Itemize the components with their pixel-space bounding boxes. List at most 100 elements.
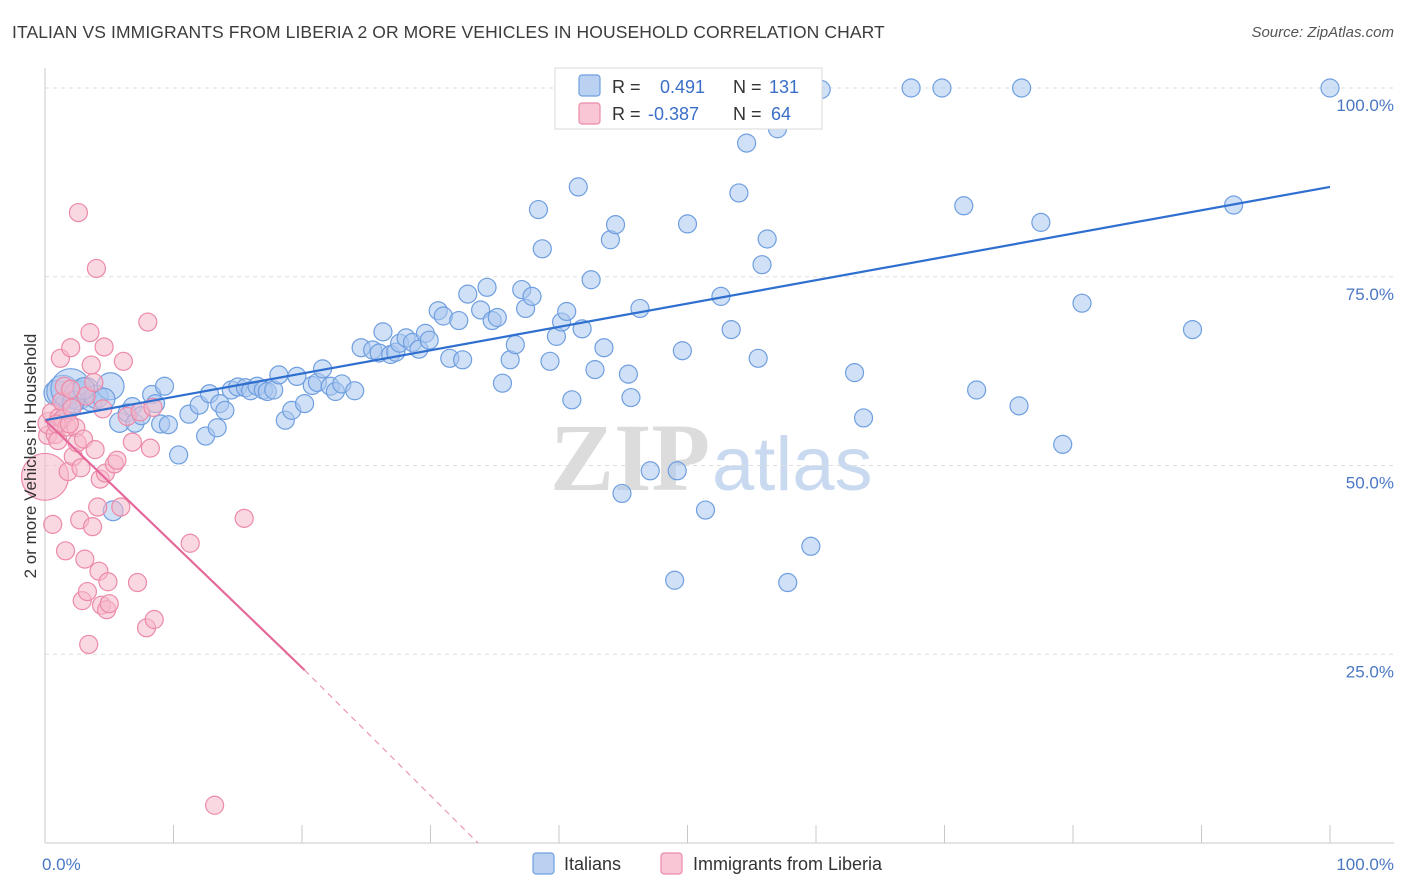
italians-point	[721, 320, 741, 340]
legend-r-value-pink: -0.387	[648, 104, 699, 124]
italians-point	[532, 239, 552, 259]
italians-point	[585, 360, 605, 380]
liberia-point	[80, 323, 100, 343]
liberia-point	[113, 351, 133, 371]
italians-point	[568, 177, 588, 197]
italians-point	[294, 393, 315, 414]
liberia-point	[140, 438, 160, 458]
liberia-point	[138, 312, 158, 332]
italians-point	[954, 196, 974, 216]
liberia-trend-line	[44, 419, 306, 671]
italians-point	[1031, 212, 1051, 232]
italians-point	[1320, 78, 1340, 98]
legend-swatch-pink	[578, 102, 601, 125]
x-tick-min: 0.0%	[42, 855, 81, 874]
liberia-point	[82, 517, 103, 537]
liberia-point	[61, 379, 81, 399]
italians-point	[449, 310, 469, 331]
italians-point	[1053, 434, 1073, 454]
italians-trend-line	[44, 185, 1331, 422]
italians-point	[169, 445, 189, 465]
liberia-point	[84, 372, 104, 393]
legend-r-label-blue: R =	[612, 77, 641, 97]
italians-point	[748, 348, 768, 368]
liberia-point	[86, 258, 107, 279]
italians-point	[605, 215, 626, 235]
liberia-point	[111, 497, 131, 517]
italians-point	[207, 418, 227, 438]
liberia-point	[94, 337, 114, 357]
y-axis-label: 2 or more Vehicles in Household	[21, 334, 40, 579]
liberia-point	[43, 514, 63, 534]
italians-point	[215, 400, 235, 420]
italians-point	[487, 307, 507, 328]
italians-point	[562, 390, 582, 410]
italians-point	[737, 133, 757, 153]
italians-point	[901, 78, 921, 98]
liberia-point	[143, 397, 163, 417]
italians-point	[492, 373, 513, 393]
series-legend-liberia: Immigrants from Liberia	[693, 854, 883, 874]
stats-legend: R = 0.491 N = 131 R = -0.387 N = 64	[554, 67, 823, 130]
series-legend-swatch-liberia	[660, 852, 683, 875]
italians-point	[757, 229, 777, 249]
source-label: Source: ZipAtlas.com	[1251, 24, 1394, 41]
legend-n-value-blue: 131	[769, 77, 799, 97]
italians-point	[667, 461, 687, 481]
italians-point	[621, 387, 641, 408]
italians-point	[453, 350, 473, 370]
liberia-point	[180, 533, 200, 553]
liberia-point	[88, 497, 108, 517]
trend-lines	[44, 185, 1331, 844]
italians-point	[505, 335, 525, 355]
liberia-point	[122, 432, 142, 452]
italians-point	[1182, 320, 1203, 340]
y-tick-label: 25.0%	[1346, 662, 1394, 681]
legend-n-value-pink: 64	[771, 104, 791, 124]
italians-point	[640, 461, 660, 481]
italians-point	[695, 500, 716, 520]
italians-point	[665, 570, 685, 590]
italians-point	[844, 363, 865, 383]
liberia-point	[127, 572, 148, 593]
italians-point	[269, 365, 289, 385]
italians-point	[630, 298, 650, 319]
liberia-point	[81, 355, 101, 375]
italians-point	[1011, 78, 1032, 98]
liberia-point	[71, 458, 91, 478]
liberia-point	[98, 572, 118, 592]
y-tick-labels: 100.0% 75.0% 50.0% 25.0%	[1336, 96, 1394, 681]
liberia-point	[85, 440, 105, 460]
italians-point	[345, 381, 365, 401]
italians-point	[778, 572, 798, 593]
italians-point	[618, 364, 638, 384]
liberia-trend-extension	[304, 669, 479, 844]
liberia-point	[144, 609, 164, 630]
liberia-point	[55, 541, 76, 561]
legend-r-label-pink: R =	[612, 104, 641, 124]
series-legend: Italians Immigrants from Liberia	[532, 852, 883, 875]
italians-point	[1009, 396, 1029, 416]
italians-point	[373, 322, 393, 342]
italians-point	[581, 270, 601, 290]
italians-point	[677, 214, 698, 234]
italians-point	[801, 536, 821, 556]
y-tick-label: 75.0%	[1346, 285, 1394, 304]
italians-point	[932, 78, 952, 98]
liberia-point	[68, 202, 89, 223]
liberia-point	[99, 594, 119, 614]
legend-n-label-blue: N =	[733, 77, 762, 97]
legend-swatch-blue	[578, 74, 601, 97]
gridlines	[45, 87, 1394, 655]
italians-point	[522, 286, 542, 306]
italians-point	[557, 301, 577, 322]
italians-point	[477, 277, 497, 297]
liberia-point	[61, 338, 81, 358]
italians-point	[729, 183, 749, 203]
legend-n-label-pink: N =	[733, 104, 762, 124]
watermark-atlas: atlas	[712, 422, 873, 507]
y-tick-label: 100.0%	[1336, 96, 1394, 115]
italians-point	[154, 376, 175, 396]
liberia-point	[79, 634, 99, 655]
